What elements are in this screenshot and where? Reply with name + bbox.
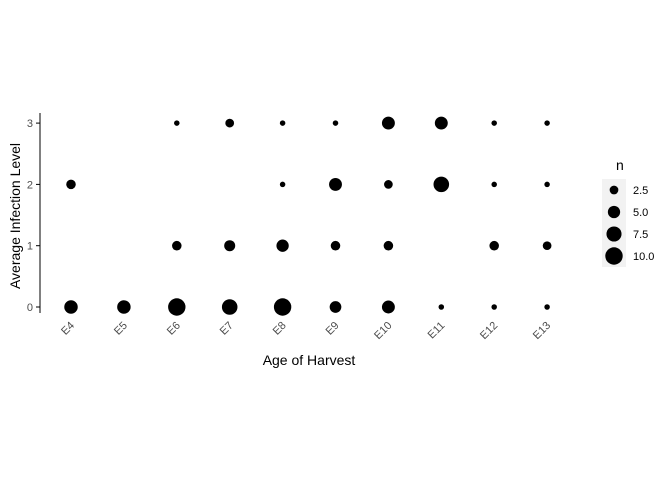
data-point xyxy=(333,120,339,126)
x-tick-label: E4 xyxy=(59,320,77,338)
legend-label: 2.5 xyxy=(633,185,648,197)
data-point xyxy=(384,180,393,189)
data-point xyxy=(64,300,77,313)
data-point xyxy=(439,304,445,310)
legend-label: 5.0 xyxy=(633,207,648,219)
data-point xyxy=(544,182,550,188)
data-point xyxy=(491,304,497,310)
legend-title: n xyxy=(616,157,624,173)
data-point xyxy=(543,241,552,250)
data-point xyxy=(435,117,448,130)
data-point xyxy=(276,240,288,252)
data-point xyxy=(489,241,499,251)
data-point xyxy=(66,180,76,190)
data-point xyxy=(382,301,395,314)
y-tick-label: 1 xyxy=(27,241,33,253)
data-point xyxy=(544,120,550,126)
plot-area: 0 1 2 3 E4 E5 E6 E7 E8 E9 E10 E11 E12 E13 Age of Harve… xyxy=(7,113,553,368)
legend-symbol xyxy=(605,247,622,264)
data-point xyxy=(280,182,286,188)
legend-symbol xyxy=(608,206,620,218)
data-point xyxy=(491,120,497,126)
legend-symbol xyxy=(610,186,619,195)
legend-symbol xyxy=(606,226,621,241)
data-point xyxy=(222,299,238,315)
data-point xyxy=(117,300,130,313)
data-point xyxy=(434,177,450,193)
x-tick-label: E8 xyxy=(271,320,289,338)
data-point xyxy=(280,120,286,126)
x-tick-label: E11 xyxy=(426,320,448,342)
x-tick-label: E10 xyxy=(372,320,394,342)
data-point xyxy=(172,241,182,251)
x-axis-title: Age of Harvest xyxy=(263,352,356,368)
x-tick-label: E13 xyxy=(531,320,553,342)
x-tick-label: E9 xyxy=(324,320,342,338)
data-point xyxy=(330,301,342,313)
data-point xyxy=(225,119,234,128)
data-point xyxy=(174,120,180,126)
data-point xyxy=(224,240,235,251)
x-tick-label: E7 xyxy=(218,320,236,338)
data-point xyxy=(382,117,395,130)
data-point xyxy=(384,241,394,251)
y-tick-label: 3 xyxy=(27,118,33,130)
data-point xyxy=(331,241,341,251)
data-point xyxy=(168,298,185,315)
legend-label: 7.5 xyxy=(633,229,648,241)
x-tick-label: E12 xyxy=(478,320,500,342)
data-point xyxy=(491,182,497,188)
data-point xyxy=(544,304,550,310)
legend-label: 10.0 xyxy=(633,251,654,263)
y-tick-label: 2 xyxy=(27,179,33,191)
x-tick-label: E6 xyxy=(165,320,183,338)
x-tick-label: E5 xyxy=(112,320,130,338)
data-point xyxy=(274,298,291,315)
y-axis-title: Average Infection Level xyxy=(7,143,23,289)
y-tick-label: 0 xyxy=(27,302,33,314)
legend: n 2.5 5.0 7.5 10.0 xyxy=(602,157,654,267)
data-point xyxy=(329,178,342,191)
